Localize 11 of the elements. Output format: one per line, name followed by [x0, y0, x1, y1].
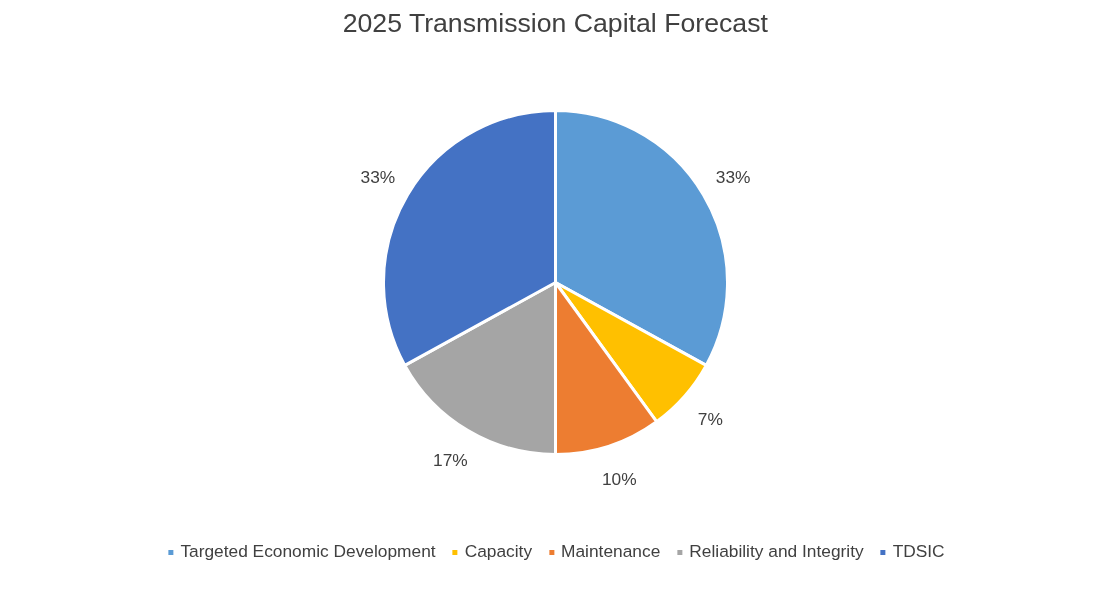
legend-label: Reliability and Integrity — [689, 541, 864, 562]
legend-label: Maintenance — [561, 541, 661, 562]
legend-label: Capacity — [464, 541, 533, 562]
data-label: 7% — [697, 408, 723, 429]
legend-label: Targeted Economic Development — [180, 541, 436, 562]
data-label: 33% — [715, 167, 751, 188]
data-label: 10% — [601, 468, 637, 489]
chart-title: 2025 Transmission Capital Forecast — [342, 7, 769, 38]
legend-label: TDSIC — [892, 541, 945, 562]
data-label: 33% — [360, 167, 396, 188]
data-label: 17% — [433, 450, 468, 471]
